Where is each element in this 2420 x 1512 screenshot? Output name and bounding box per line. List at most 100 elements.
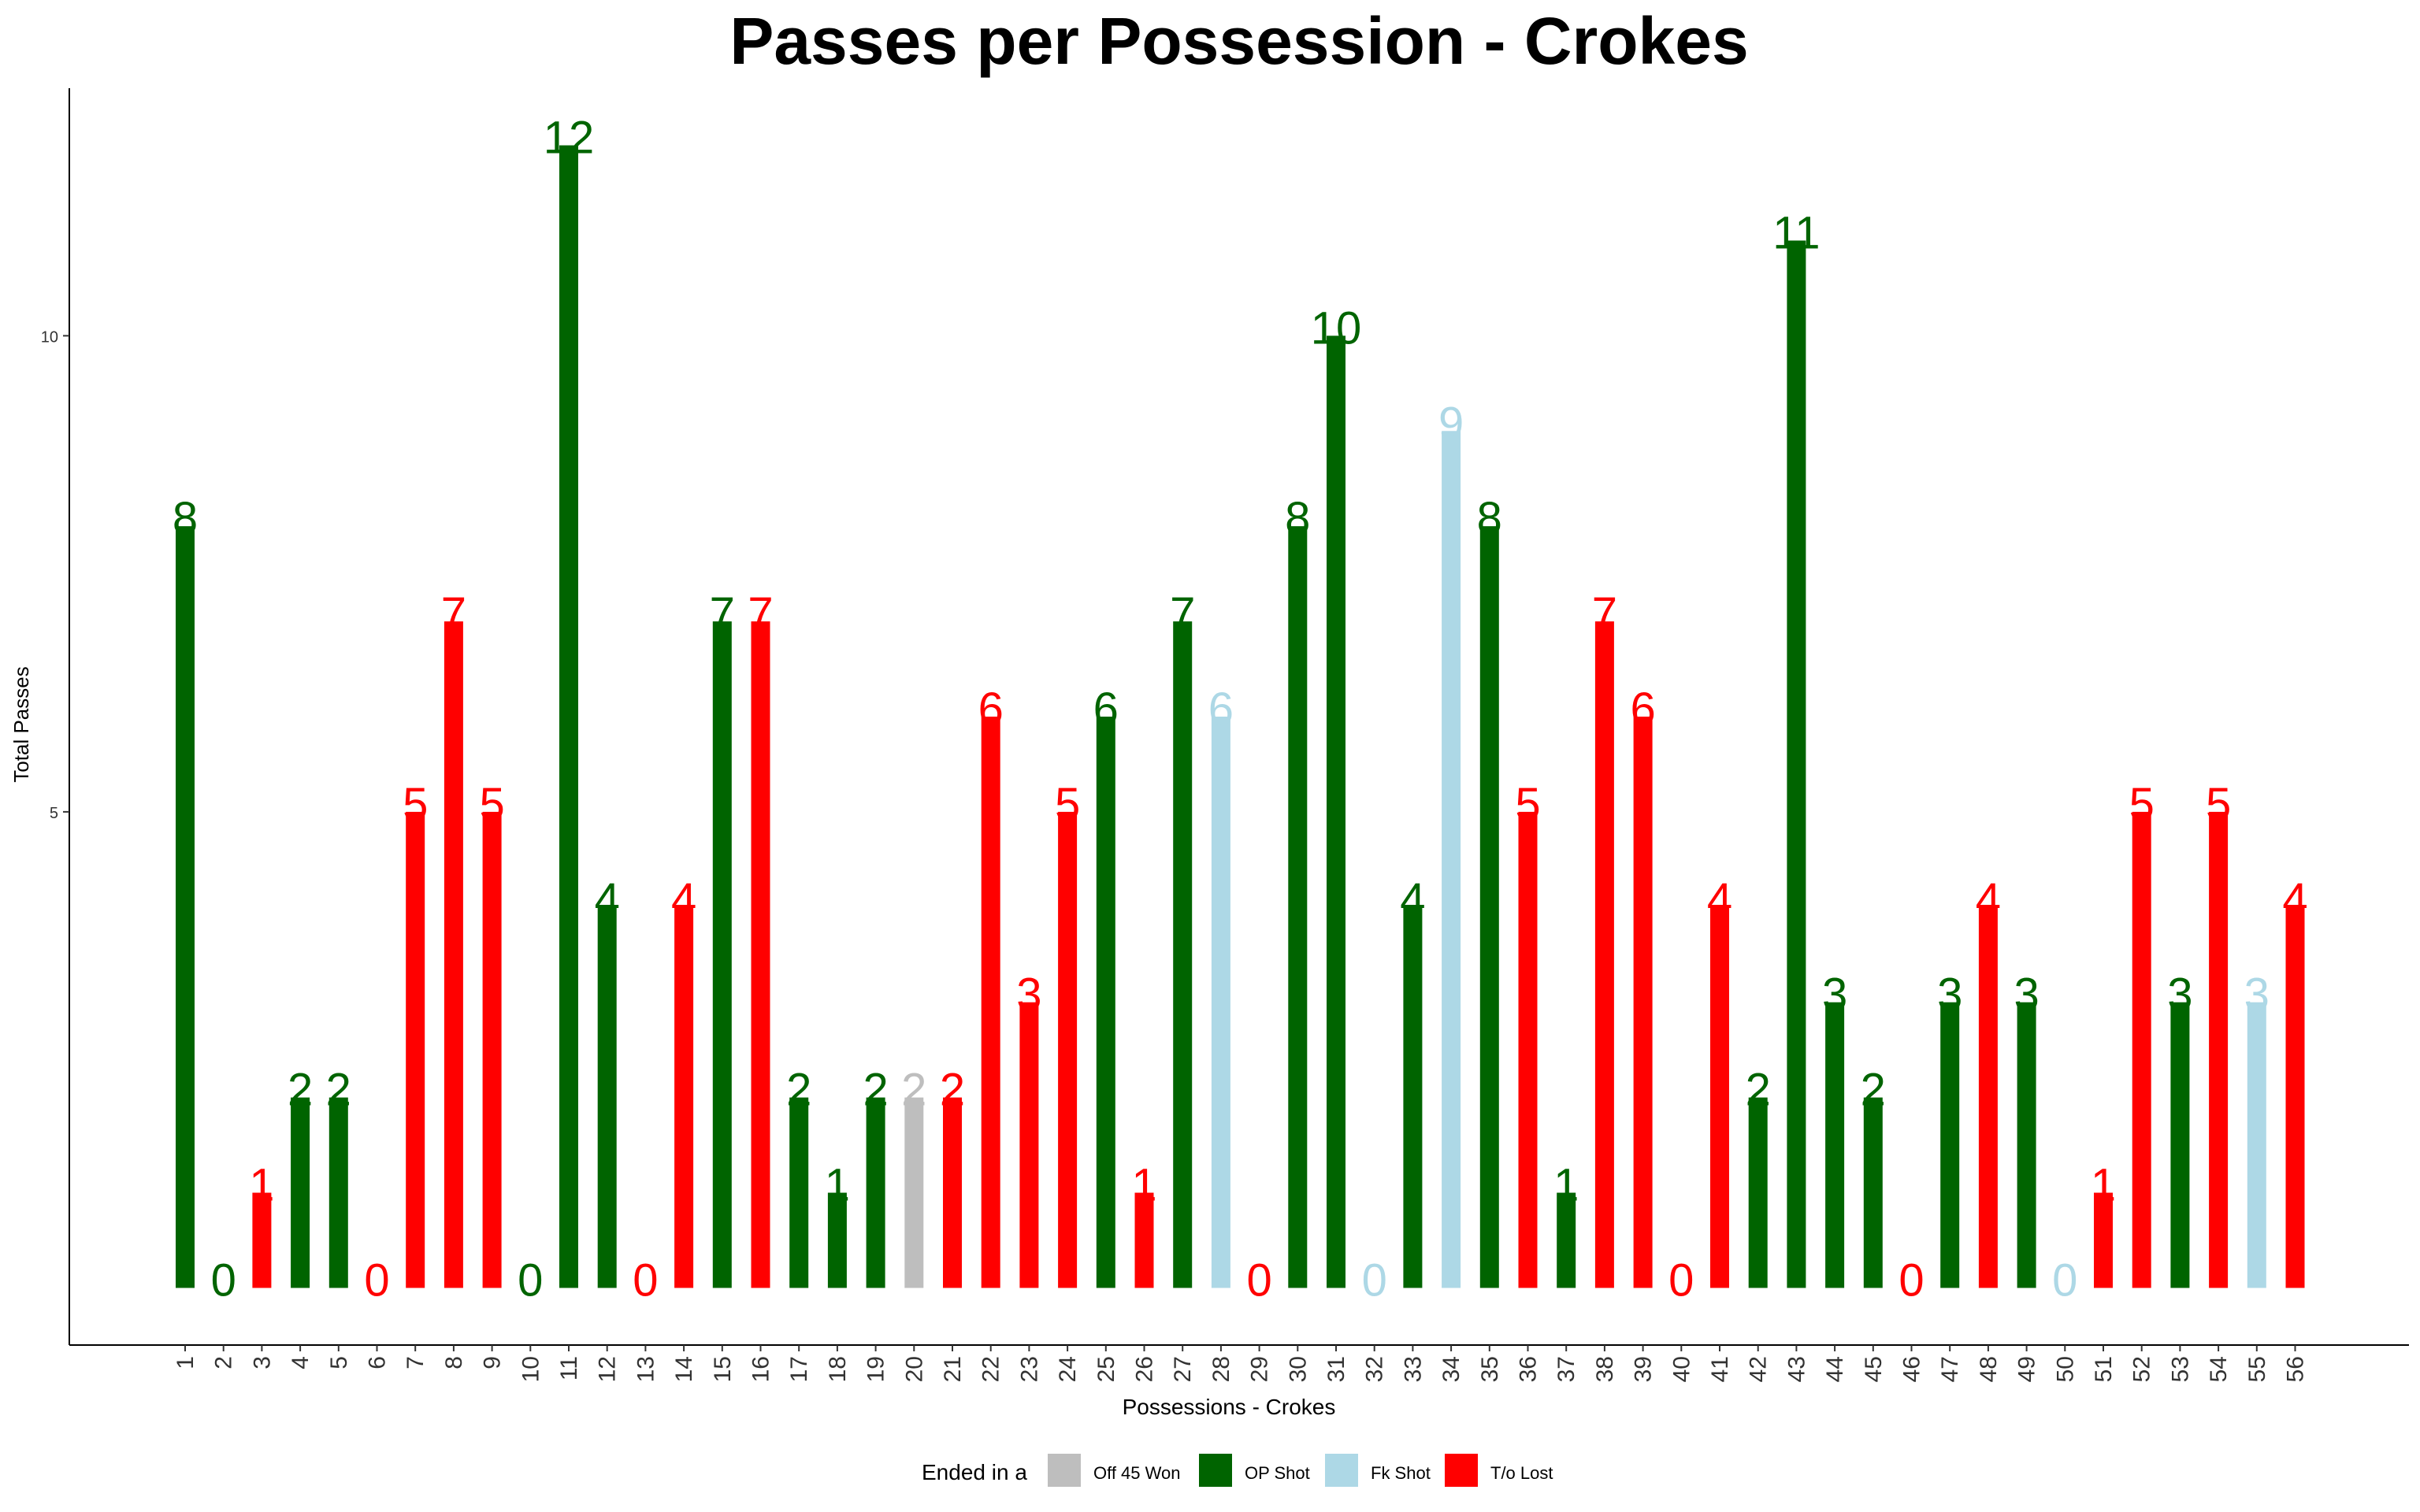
- data-label: 12: [544, 113, 595, 164]
- data-label: 2: [1861, 1065, 1886, 1116]
- data-label: 4: [671, 874, 696, 925]
- x-tick-label: 42: [1746, 1356, 1772, 1382]
- x-tick-label: 56: [2283, 1356, 2309, 1382]
- axes: [69, 88, 2409, 1346]
- y-tick-label: 10: [41, 328, 58, 346]
- data-label: 3: [2244, 969, 2270, 1021]
- x-tick-label: 37: [1553, 1356, 1579, 1382]
- data-label: 5: [403, 779, 428, 830]
- bar: [674, 906, 694, 1288]
- x-tick-label: 22: [978, 1356, 1004, 1382]
- x-tick-label: 36: [1516, 1356, 1542, 1382]
- x-tick-label: 15: [710, 1356, 736, 1382]
- x-tick-label: 14: [671, 1356, 697, 1382]
- x-tick-label: 55: [2244, 1356, 2270, 1382]
- legend-swatch-op-shot: [1199, 1454, 1232, 1487]
- bar: [559, 145, 578, 1288]
- data-label: 3: [1016, 969, 1041, 1021]
- chart-title: Passes per Possession - Crokes: [729, 4, 1749, 78]
- data-label: 5: [2206, 779, 2231, 830]
- data-label: 5: [2129, 779, 2155, 830]
- bar: [981, 717, 1000, 1288]
- bar: [1557, 1192, 1576, 1288]
- data-label: 8: [1477, 493, 1502, 544]
- x-tick-label: 46: [1899, 1356, 1925, 1382]
- bar: [1327, 335, 1345, 1288]
- data-label: 2: [1746, 1065, 1771, 1116]
- data-label: 4: [1976, 874, 2001, 925]
- data-label: 0: [1668, 1254, 1694, 1306]
- bar: [1787, 240, 1806, 1288]
- x-tick-label: 41: [1707, 1356, 1733, 1382]
- data-label: 0: [1362, 1254, 1387, 1306]
- x-tick-label: 13: [633, 1356, 659, 1382]
- bar: [1633, 717, 1653, 1288]
- data-label: 6: [1208, 684, 1234, 735]
- data-label: 0: [1899, 1254, 1924, 1306]
- data-label: 5: [1515, 779, 1540, 830]
- data-label: 2: [786, 1065, 811, 1116]
- data-label: 6: [978, 684, 1004, 735]
- x-tick-label: 29: [1247, 1356, 1273, 1382]
- data-label: 3: [2167, 969, 2192, 1021]
- x-tick-label: 35: [1477, 1356, 1503, 1382]
- legend-swatch-off-45-won: [1048, 1454, 1081, 1487]
- x-tick-label: 34: [1438, 1356, 1464, 1382]
- x-tick-label: 9: [480, 1356, 506, 1369]
- data-label: 7: [1170, 588, 1195, 639]
- bar: [1518, 811, 1538, 1288]
- data-label: 2: [863, 1065, 888, 1116]
- data-label: 4: [1400, 874, 1425, 925]
- x-tick-label: 4: [288, 1356, 314, 1369]
- x-tick-label: 27: [1170, 1356, 1196, 1382]
- bar: [328, 1097, 348, 1288]
- bar: [1594, 621, 1614, 1288]
- x-tick-label: 21: [940, 1356, 966, 1382]
- bar: [2247, 1002, 2266, 1288]
- data-label: 11: [1772, 207, 1820, 258]
- x-tick-label: 38: [1592, 1356, 1618, 1382]
- bar: [291, 1097, 310, 1288]
- data-label: 7: [1592, 588, 1617, 639]
- x-axis-label: Possessions - Crokes: [1123, 1395, 1336, 1419]
- data-label: 1: [1131, 1160, 1156, 1211]
- data-label: 2: [940, 1065, 965, 1116]
- data-label: 3: [1822, 969, 1847, 1021]
- x-tick-label: 33: [1400, 1356, 1426, 1382]
- x-tick-label: 54: [2206, 1356, 2232, 1382]
- x-tick-label: 45: [1861, 1356, 1887, 1382]
- data-label: 0: [211, 1254, 236, 1306]
- x-tick-label: 48: [1976, 1356, 2002, 1382]
- bar: [1978, 906, 1998, 1288]
- data-label: 1: [2091, 1160, 2116, 1211]
- bar: [1288, 526, 1308, 1288]
- bar: [406, 811, 425, 1288]
- data-label: 5: [1055, 779, 1080, 830]
- x-tick-label: 32: [1362, 1356, 1388, 1382]
- bar: [2132, 811, 2151, 1288]
- data-label: 6: [1093, 684, 1119, 735]
- bar: [1748, 1097, 1768, 1288]
- data-label: 1: [825, 1160, 850, 1211]
- data-label: 0: [364, 1254, 389, 1306]
- x-tick-label: 24: [1055, 1356, 1081, 1382]
- bar: [1019, 1002, 1039, 1288]
- bar: [2285, 906, 2305, 1288]
- x-tick-label: 12: [595, 1356, 621, 1382]
- x-tick-label: 10: [518, 1356, 544, 1382]
- data-label: 1: [249, 1160, 274, 1211]
- data-label: 0: [633, 1254, 658, 1306]
- data-label: 3: [2014, 969, 2039, 1021]
- data-label: 0: [2052, 1254, 2077, 1306]
- bar: [2094, 1192, 2113, 1288]
- x-tick-label: 53: [2167, 1356, 2193, 1382]
- data-label: 6: [1630, 684, 1655, 735]
- x-tick-label: 6: [365, 1356, 391, 1369]
- bar: [444, 621, 463, 1288]
- bar: [2017, 1002, 2036, 1288]
- x-tick-label: 40: [1668, 1356, 1694, 1382]
- data-label: 1: [1553, 1160, 1579, 1211]
- x-tick-label: 52: [2129, 1356, 2155, 1382]
- x-tick-label: 30: [1285, 1356, 1311, 1382]
